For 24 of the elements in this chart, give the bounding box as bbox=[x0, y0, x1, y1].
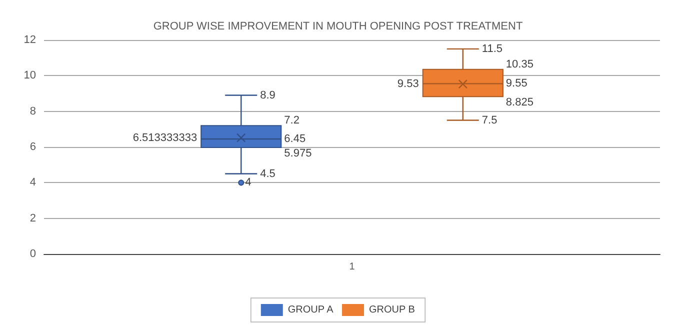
y-tick-label: 0 bbox=[30, 248, 36, 260]
annotation: 4.5 bbox=[260, 168, 276, 180]
y-tick-label: 10 bbox=[24, 70, 36, 82]
y-tick-label: 6 bbox=[30, 141, 36, 153]
y-tick-label: 4 bbox=[30, 176, 36, 189]
annotation: 8.9 bbox=[260, 89, 276, 102]
annotation: 6.513333333 bbox=[132, 132, 198, 144]
annotation: 10.35 bbox=[506, 58, 534, 70]
legend-label: GROUP B bbox=[369, 304, 416, 316]
annotation: 9.53 bbox=[397, 78, 419, 90]
annotation: 8.825 bbox=[506, 96, 534, 109]
annotation: 7.5 bbox=[482, 114, 498, 126]
annotation: 5.975 bbox=[284, 147, 312, 160]
y-tick-label: 12 bbox=[24, 34, 36, 46]
y-tick-label: 8 bbox=[30, 105, 36, 118]
y-tick-label: 2 bbox=[30, 212, 36, 224]
annotation: 6.45 bbox=[284, 132, 306, 145]
annotation: 9.55 bbox=[506, 78, 528, 90]
chart-title: GROUP WISE IMPROVEMENT IN MOUTH OPENING POST TREATMENT bbox=[153, 20, 523, 32]
x-tick-label: 1 bbox=[349, 262, 356, 272]
annotation: 11.5 bbox=[482, 42, 502, 55]
legend-label: GROUP A bbox=[288, 304, 334, 316]
annotation: 7.2 bbox=[284, 114, 300, 127]
annotation: 4 bbox=[245, 176, 252, 189]
